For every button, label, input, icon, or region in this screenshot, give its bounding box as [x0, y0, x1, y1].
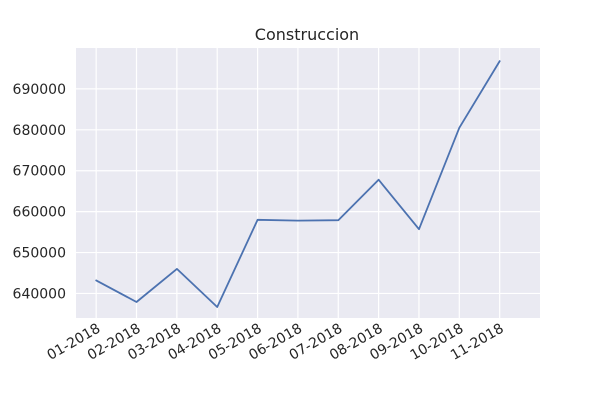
- y-tick-label: 660000: [13, 205, 66, 221]
- series-line: [95, 60, 501, 308]
- y-tick-label: 680000: [13, 123, 66, 139]
- plot-area: [76, 48, 540, 318]
- y-tick-label: 690000: [13, 82, 66, 98]
- y-gridlines: [76, 88, 540, 295]
- y-tick-label: 640000: [13, 286, 66, 302]
- y-tick-label: 650000: [13, 246, 66, 262]
- chart-title: Construccion: [255, 25, 359, 44]
- x-gridlines: [95, 48, 501, 318]
- x-tick-labels: 01-201802-201803-201804-201805-201806-20…: [45, 321, 507, 364]
- series-group: [95, 60, 501, 308]
- y-tick-label: 670000: [13, 164, 66, 180]
- y-tick-labels: 640000 650000 660000 670000 680000 690000: [13, 82, 66, 303]
